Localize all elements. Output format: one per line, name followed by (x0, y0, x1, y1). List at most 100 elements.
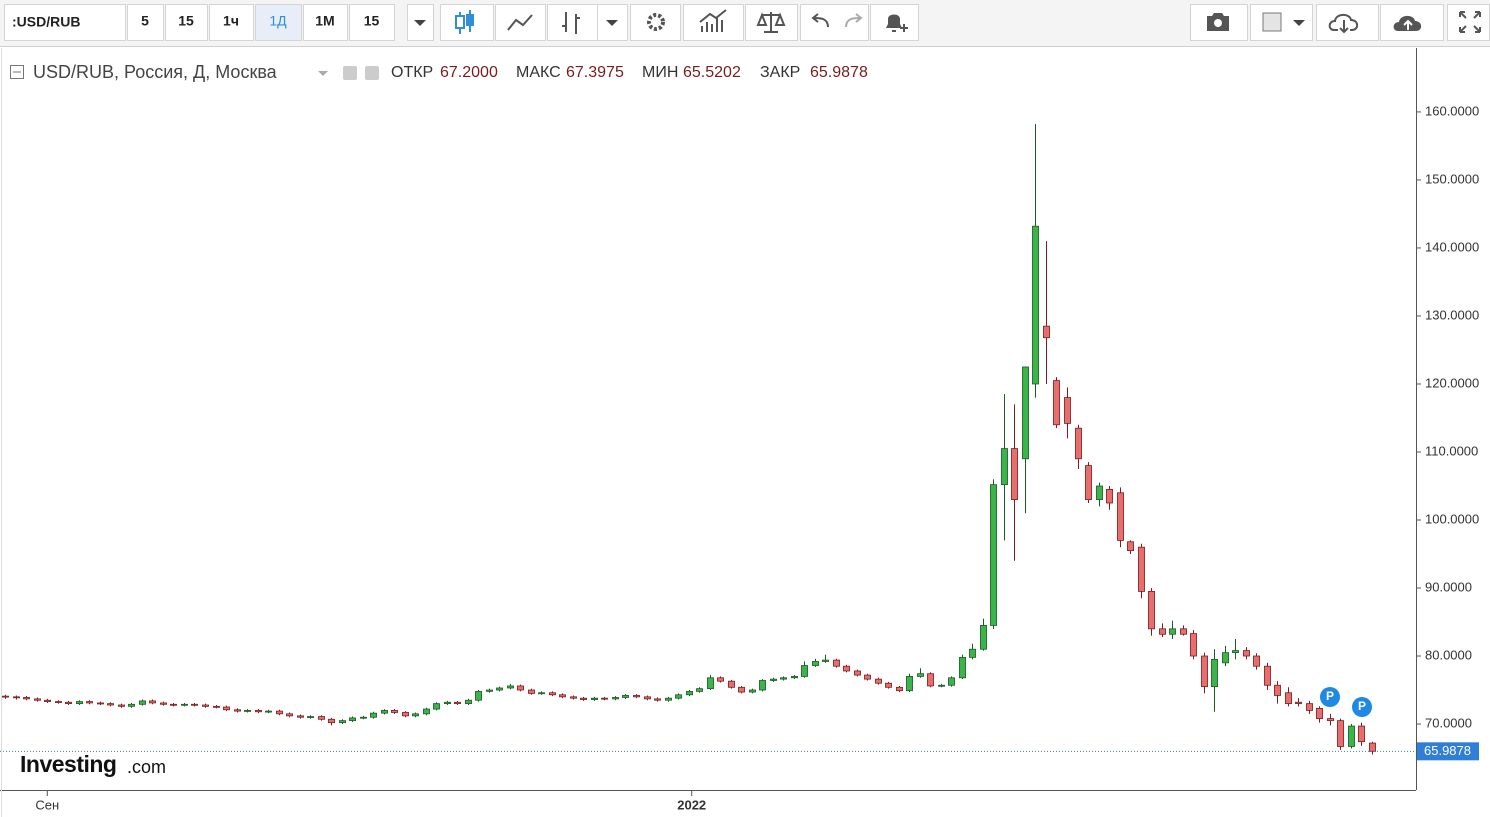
event-marker[interactable] (1320, 687, 1340, 707)
candle-body (822, 659, 829, 662)
candle-icon (455, 10, 474, 34)
candle-body (1169, 628, 1176, 635)
candle-body (412, 713, 419, 717)
alert-icon (886, 14, 902, 32)
candle-body (118, 704, 125, 707)
candle-body (23, 697, 30, 700)
candle-body (475, 690, 482, 701)
candle-body (276, 710, 283, 715)
candle-body (1264, 665, 1271, 686)
interval-label[interactable]: 1Д (269, 13, 287, 29)
candle-body (213, 705, 220, 708)
y-tick-label: 100.0000 (1425, 511, 1479, 526)
interval-group: 5 15 1ч 1Д 1М 15 (127, 4, 395, 41)
field-value: 67.2000 (440, 64, 498, 81)
interval-button[interactable] (255, 4, 302, 41)
candle-body (906, 676, 913, 692)
interval-button[interactable] (349, 4, 395, 41)
interval-label[interactable]: 5 (141, 13, 149, 29)
candle-body (2, 695, 9, 698)
interval-button[interactable] (165, 4, 208, 41)
event-marker[interactable] (1352, 697, 1372, 717)
candle-body (633, 695, 640, 698)
candle-body (1096, 485, 1103, 500)
interval-button[interactable] (303, 4, 348, 41)
candle-body (1117, 492, 1124, 541)
redo-icon (845, 13, 863, 28)
last-price-tag (1417, 742, 1479, 761)
candle-body (507, 685, 514, 689)
y-tick-label: 130.0000 (1425, 307, 1479, 322)
field-label: МАКС (516, 64, 561, 81)
y-tick-label: 90.0000 (1425, 579, 1472, 594)
candle-body (1085, 465, 1092, 500)
symbol[interactable]: :USD/RUB (12, 14, 80, 30)
candle-body (791, 676, 798, 679)
candle-body (1138, 546, 1145, 592)
candle-body (885, 682, 892, 688)
indicators-button[interactable] (683, 4, 744, 41)
candle-body (549, 692, 556, 696)
candle-body (644, 696, 651, 700)
candle-body (496, 687, 503, 691)
y-tick-label: 150.0000 (1425, 171, 1479, 186)
candle-body (980, 625, 987, 650)
fullscreen-button[interactable] (1447, 4, 1490, 41)
candle-body (139, 700, 146, 705)
field-label: МИН (642, 64, 678, 81)
candle-body (948, 677, 955, 686)
undo-icon (811, 13, 829, 28)
candle-body (402, 712, 409, 717)
bar-icon (562, 12, 580, 34)
dropdown-arrow (606, 20, 618, 26)
candle-body (1127, 541, 1134, 552)
candle-body (707, 677, 714, 690)
visibility-icon[interactable] (343, 66, 357, 80)
candle-body (1274, 684, 1281, 696)
title-dropdown[interactable] (318, 71, 328, 76)
candle-body (759, 680, 766, 691)
interval-label[interactable]: 15 (178, 13, 194, 29)
candle-body (181, 703, 188, 706)
last-price-label: 65.9878 (1424, 743, 1471, 758)
alert-plus (900, 24, 908, 32)
candle-body (328, 718, 335, 724)
x-tick-label: Сен (35, 797, 59, 812)
candle-body (44, 699, 51, 702)
candle-body (601, 697, 608, 700)
candle-body (223, 706, 230, 711)
candle-body (234, 709, 241, 712)
layout-icon (1262, 12, 1282, 32)
candle-body (770, 678, 777, 681)
candle-body (812, 661, 819, 666)
undo-redo-button[interactable] (800, 4, 869, 41)
interval-label[interactable]: 1ч (223, 13, 239, 29)
candle-body (1243, 650, 1250, 657)
settings-button[interactable] (630, 4, 681, 41)
candle-body (990, 484, 997, 626)
candle-body (486, 689, 493, 692)
interval-button[interactable] (209, 4, 254, 41)
field-value: 67.3975 (566, 64, 624, 81)
ohlc-fields: ОТКР 67.2000 МАКС 67.3975 МИН 65.5202 ЗАКР 65.9… (391, 64, 868, 81)
candle-body (349, 717, 356, 722)
interval-label[interactable]: 15 (364, 13, 380, 29)
bar-type-button[interactable] (547, 4, 598, 41)
load-button[interactable] (1316, 4, 1379, 41)
x-tick-label: 2022 (677, 797, 706, 812)
camera-lens (1214, 19, 1222, 27)
interval-label[interactable]: 1М (315, 13, 334, 29)
candle-body (538, 692, 545, 695)
candle-body (55, 701, 62, 703)
interval-button[interactable] (127, 4, 164, 41)
candle-body (570, 696, 577, 699)
line-icon (507, 14, 533, 31)
candle-body (1348, 725, 1355, 747)
cloud-download-icon (1328, 13, 1359, 34)
symbol-box[interactable] (4, 4, 126, 41)
candle-body (65, 701, 72, 705)
candle-body (517, 685, 524, 691)
settings-icon[interactable] (365, 66, 379, 80)
